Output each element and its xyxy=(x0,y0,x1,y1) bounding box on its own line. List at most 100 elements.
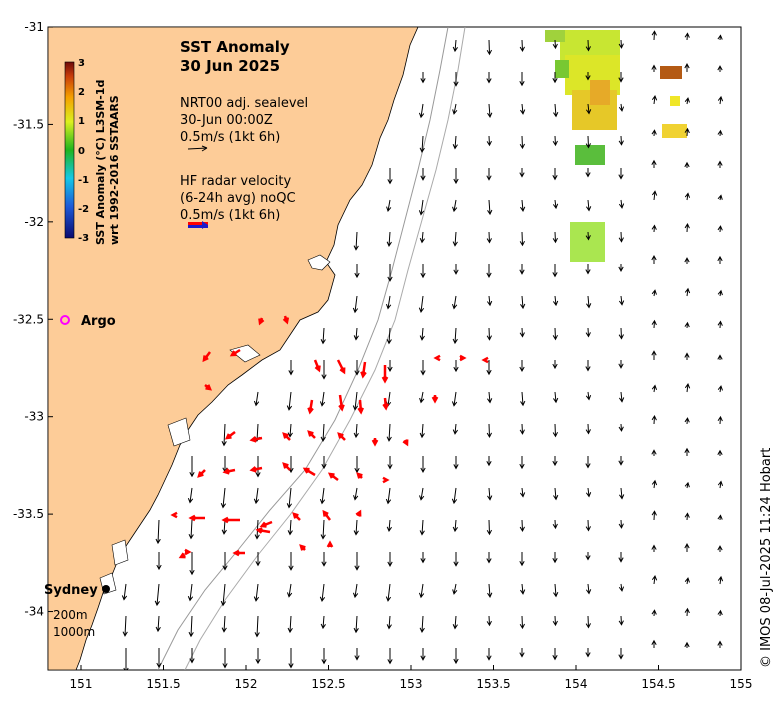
model-arrow xyxy=(519,135,525,150)
colorbar-label-line2: wrt 1992-2016 SSTAARS xyxy=(108,95,121,245)
model-arrow xyxy=(585,615,591,629)
colorbar-tick: -2 xyxy=(78,204,89,215)
x-tick-label: 151.5 xyxy=(146,677,180,691)
radar-arrow xyxy=(326,540,334,548)
model-arrow xyxy=(717,160,723,168)
model-arrow xyxy=(585,487,592,498)
model-arrow xyxy=(486,72,492,84)
legend-radar-line1: HF radar velocity xyxy=(180,174,292,189)
model-arrow xyxy=(684,641,690,648)
model-arrow xyxy=(387,552,393,567)
model-arrow xyxy=(553,391,559,404)
x-tick-label: 153.5 xyxy=(476,677,510,691)
model-arrow xyxy=(385,487,392,505)
model-arrow xyxy=(321,456,327,470)
radar-arrow xyxy=(327,472,339,481)
model-arrow xyxy=(188,519,194,540)
x-tick-label: 151 xyxy=(70,677,93,691)
model-arrow xyxy=(189,456,195,478)
model-arrow xyxy=(519,615,525,630)
model-arrow xyxy=(651,30,657,41)
model-arrow xyxy=(419,519,425,536)
model-arrow xyxy=(387,264,393,282)
inlet-lake xyxy=(229,344,261,363)
model-arrow xyxy=(684,257,690,264)
model-arrow xyxy=(586,295,592,309)
model-arrow xyxy=(221,615,227,633)
model-arrow xyxy=(419,615,425,633)
model-arrow xyxy=(519,456,525,470)
colorbar-tick: -1 xyxy=(78,175,89,186)
radar-arrow xyxy=(170,511,178,519)
model-arrow xyxy=(684,512,690,521)
model-arrow xyxy=(717,640,723,648)
model-arrow xyxy=(717,415,723,425)
model-arrow xyxy=(255,648,261,665)
model-arrow xyxy=(651,224,657,233)
radar-arrow xyxy=(282,432,291,441)
model-arrow xyxy=(585,583,592,595)
radar-arrow xyxy=(433,354,441,362)
model-arrow xyxy=(519,327,525,338)
colorbar-tick: 1 xyxy=(78,116,85,127)
y-tick-label: -31.5 xyxy=(13,117,44,131)
sst-patches xyxy=(545,30,687,262)
model-arrow xyxy=(618,360,624,369)
model-arrow xyxy=(385,295,392,310)
model-arrow xyxy=(519,583,526,595)
model-arrow xyxy=(651,319,657,329)
model-arrow xyxy=(419,231,425,244)
model-arrow xyxy=(684,417,690,425)
radar-arrow xyxy=(259,520,273,528)
model-arrow xyxy=(486,423,492,438)
model-arrow xyxy=(452,135,458,150)
radar-arrow xyxy=(229,348,241,357)
legend-radar-scale: 0.5m/s (1kt 6h) xyxy=(180,208,280,223)
model-arrow xyxy=(353,615,359,634)
model-arrow xyxy=(585,135,591,149)
model-arrow xyxy=(585,456,591,469)
model-arrow xyxy=(519,552,525,567)
radar-arrow xyxy=(255,527,271,534)
model-arrow xyxy=(220,583,226,607)
radar-arrow xyxy=(381,365,389,384)
radar-arrow xyxy=(357,399,365,415)
model-arrow xyxy=(717,225,723,233)
model-arrow xyxy=(253,391,260,407)
model-arrow xyxy=(684,321,690,329)
model-arrow xyxy=(519,360,525,372)
model-arrow xyxy=(618,168,624,180)
model-arrow xyxy=(618,519,624,529)
model-arrow xyxy=(254,615,260,638)
sydney-marker xyxy=(102,585,110,593)
model-arrow xyxy=(520,391,526,407)
argo-marker xyxy=(60,315,70,325)
model-arrow xyxy=(651,415,657,425)
model-arrow xyxy=(418,103,425,119)
model-arrow xyxy=(717,289,723,297)
model-arrow xyxy=(352,295,359,314)
model-arrow xyxy=(552,615,558,627)
model-arrow xyxy=(651,479,658,489)
model-arrow xyxy=(453,456,459,470)
model-arrow xyxy=(552,360,558,370)
model-arrow xyxy=(452,615,458,630)
model-arrow xyxy=(452,583,458,595)
model-arrow xyxy=(717,514,723,521)
model-arrow xyxy=(552,39,558,50)
model-arrow xyxy=(651,639,657,648)
model-arrow xyxy=(618,615,624,626)
land-australia xyxy=(48,27,419,670)
model-arrow xyxy=(487,199,493,216)
model-arrow xyxy=(651,544,657,552)
model-arrow xyxy=(717,34,723,41)
model-arrow xyxy=(287,423,293,438)
model-arrow xyxy=(717,65,723,72)
model-arrow xyxy=(255,456,261,478)
model-arrow xyxy=(420,360,426,376)
model-arrow xyxy=(585,391,592,401)
model-arrow xyxy=(585,72,591,81)
radar-arrow xyxy=(337,432,346,441)
model-arrow xyxy=(717,354,723,360)
model-arrow xyxy=(684,97,690,105)
